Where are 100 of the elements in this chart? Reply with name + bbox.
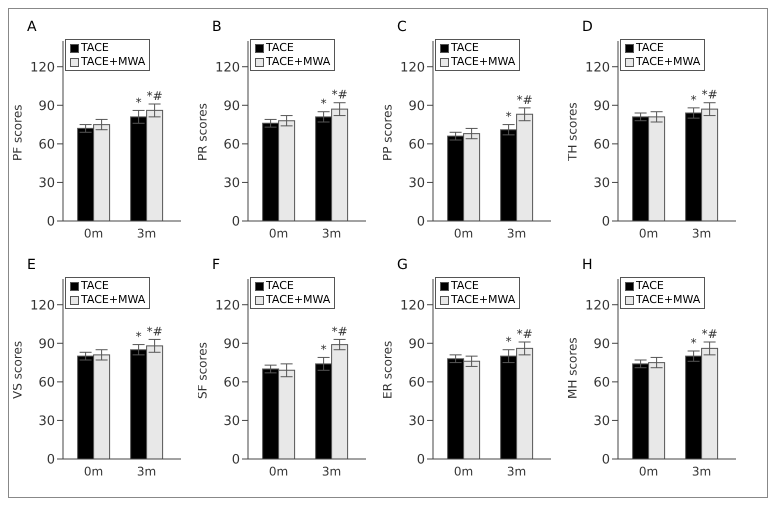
y-tick-label: 90 <box>408 336 425 352</box>
legend-label: TACE+MWA <box>636 55 700 69</box>
y-tick-label: 60 <box>38 375 55 390</box>
y-tick-label: 120 <box>400 60 425 76</box>
y-tick-label: 120 <box>585 60 610 76</box>
y-tick-label: 30 <box>408 414 425 430</box>
y-tick-label: 0 <box>602 214 610 230</box>
chart-title: E <box>27 257 36 273</box>
annotation: *# <box>702 327 718 341</box>
x-tick-label: 0m <box>84 226 104 241</box>
y-tick-label: 0 <box>232 214 240 230</box>
annotation: *# <box>516 327 533 341</box>
y-tick-label: 120 <box>400 298 425 314</box>
y-tick-label: 60 <box>593 375 610 390</box>
x-tick-label: 3m <box>136 226 156 241</box>
y-tick-label: 120 <box>30 60 55 76</box>
x-tick-label: 3m <box>322 464 342 479</box>
annotation: * <box>690 336 697 350</box>
y-tick-label: 30 <box>223 414 240 430</box>
x-tick-label: 3m <box>692 464 712 479</box>
y-axis-title: ER scores <box>380 340 394 399</box>
annotation: *# <box>332 324 348 338</box>
chart-title: G <box>397 257 408 273</box>
y-tick-label: 90 <box>593 336 610 352</box>
y-tick-label: 60 <box>38 137 55 152</box>
y-tick-label: 0 <box>602 452 610 468</box>
y-tick-label: 60 <box>408 375 425 390</box>
y-tick-label: 90 <box>223 98 240 114</box>
x-tick-label: 3m <box>692 226 712 241</box>
legend-label: TACE <box>636 41 664 55</box>
y-tick-label: 30 <box>38 414 55 430</box>
legend-label: TACE <box>81 41 109 55</box>
x-tick-label: 0m <box>454 226 474 241</box>
annotation: *# <box>516 92 533 107</box>
chart-title: B <box>212 19 222 35</box>
annotation: * <box>136 330 142 344</box>
annotation: * <box>506 110 512 124</box>
legend-label: TACE+MWA <box>636 293 700 307</box>
y-tick-label: 120 <box>585 298 610 314</box>
annotation: *# <box>702 88 718 102</box>
x-tick-label: 0m <box>268 226 288 241</box>
x-tick-label: 0m <box>638 464 658 479</box>
chart-title: D <box>582 19 593 35</box>
x-tick-label: 3m <box>506 226 526 241</box>
y-tick-label: 30 <box>593 176 610 192</box>
y-tick-label: 90 <box>593 98 610 114</box>
y-tick-label: 90 <box>38 98 55 114</box>
chart-title: F <box>212 257 220 273</box>
x-tick-label: 3m <box>322 226 342 241</box>
annotation: *# <box>332 88 348 102</box>
y-tick-label: 90 <box>408 98 425 114</box>
y-tick-label: 30 <box>593 414 610 430</box>
annotation: *# <box>146 324 163 338</box>
annotation: * <box>136 95 142 110</box>
annotation: * <box>320 342 327 356</box>
y-tick-label: 60 <box>408 137 425 152</box>
y-tick-label: 90 <box>38 336 55 352</box>
x-tick-label: 0m <box>638 226 658 241</box>
annotation: * <box>320 96 327 111</box>
x-tick-label: 0m <box>454 464 474 479</box>
legend-label: TACE <box>451 279 479 293</box>
chart-title: A <box>27 19 37 35</box>
y-tick-label: 30 <box>38 176 55 192</box>
legend-label: TACE <box>636 279 664 293</box>
annotation: *# <box>146 89 163 103</box>
y-axis-title: PR scores <box>195 103 210 161</box>
legend-label: TACE+MWA <box>451 293 516 307</box>
legend-label: TACE <box>451 41 479 55</box>
y-tick-label: 120 <box>215 298 240 314</box>
y-axis-title: PP scores <box>380 104 394 161</box>
x-tick-label: 0m <box>84 464 104 479</box>
y-tick-label: 0 <box>46 452 55 468</box>
legend-label: TACE <box>266 279 294 293</box>
y-axis-title: TH scores <box>565 102 580 162</box>
legend-label: TACE <box>81 279 109 293</box>
y-tick-label: 0 <box>416 214 425 230</box>
x-tick-label: 0m <box>268 464 288 479</box>
legend-label: TACE+MWA <box>81 293 146 307</box>
y-axis-title: PF scores <box>10 104 24 161</box>
y-tick-label: 0 <box>232 452 240 468</box>
x-tick-label: 3m <box>506 464 526 479</box>
y-tick-label: 60 <box>223 137 240 152</box>
x-tick-label: 3m <box>136 464 156 479</box>
y-tick-label: 90 <box>223 336 240 352</box>
legend-label: TACE+MWA <box>81 55 146 69</box>
annotation: * <box>690 92 697 107</box>
y-tick-label: 60 <box>593 137 610 152</box>
annotation: * <box>506 334 512 349</box>
y-tick-label: 120 <box>215 60 240 76</box>
legend-label: TACE <box>266 41 294 55</box>
y-axis-title: MH scores <box>565 337 580 399</box>
legend-label: TACE+MWA <box>266 55 330 69</box>
y-tick-label: 30 <box>408 176 425 192</box>
y-tick-label: 60 <box>223 375 240 390</box>
y-tick-label: 0 <box>46 214 55 230</box>
chart-title: H <box>582 257 593 273</box>
y-tick-label: 0 <box>416 452 425 468</box>
y-tick-label: 30 <box>223 176 240 192</box>
legend-label: TACE+MWA <box>266 293 330 307</box>
chart-title: C <box>397 19 407 35</box>
